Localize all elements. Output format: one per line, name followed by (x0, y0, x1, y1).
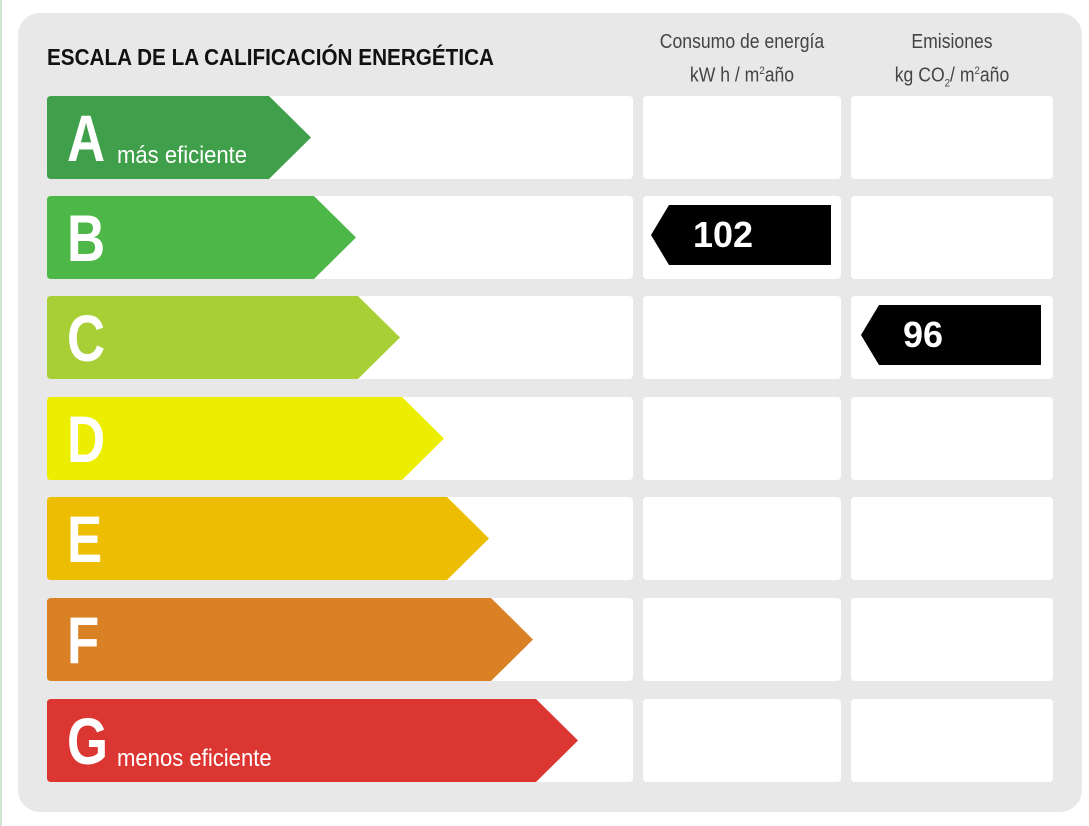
rating-letter: E (67, 502, 103, 576)
rating-letter: A (67, 101, 106, 175)
left-border (0, 0, 2, 826)
emisiones-value-marker: 96 (861, 305, 1041, 365)
consumo-cell-e (643, 497, 841, 580)
rating-letter: D (67, 402, 106, 476)
emisiones-cell-b (851, 196, 1053, 279)
emisiones-cell-d (851, 397, 1053, 480)
rating-letter: G (67, 704, 109, 778)
emisiones-cell-a (851, 96, 1053, 179)
arrow-shape (47, 96, 311, 179)
emisiones-cell-e (851, 497, 1053, 580)
consumo-value-marker: 102 (651, 205, 831, 265)
emisiones-title: Emisiones (911, 31, 993, 53)
consumo-header: Consumo de energía kW h / m2año (655, 28, 829, 91)
rating-letter: C (67, 301, 106, 375)
consumo-unit: kW h / m2año (689, 64, 795, 87)
consumo-title: Consumo de energía (659, 31, 825, 53)
rating-arrow-b: B (47, 196, 356, 279)
rating-arrow-e: E (47, 497, 489, 580)
arrow-shape (47, 699, 578, 782)
arrow-shape (47, 497, 489, 580)
consumo-value: 102 (693, 214, 754, 255)
arrow-shape (47, 598, 533, 681)
rating-letter: B (67, 201, 106, 275)
emisiones-header: Emisiones kg CO2/ m2año (863, 28, 1041, 99)
rating-arrow-d: D (47, 397, 444, 480)
consumo-cell-d (643, 397, 841, 480)
emisiones-unit: kg CO2/ m2año (894, 64, 1010, 90)
consumo-cell-f (643, 598, 841, 681)
rating-arrow-c: C (47, 296, 400, 379)
label-title: ESCALA DE LA CALIFICACIÓN ENERGÉTICA (47, 44, 494, 70)
arrow-shape (47, 397, 444, 480)
rating-arrow-f: F (47, 598, 533, 681)
arrow-shape (47, 196, 356, 279)
consumo-cell-c (643, 296, 841, 379)
arrow-shape (47, 296, 400, 379)
emisiones-cell-f (851, 598, 1053, 681)
rating-letter: F (67, 603, 100, 677)
rating-sublabel: más eficiente (117, 142, 248, 169)
consumo-cell-a (643, 96, 841, 179)
consumo-cell-g (643, 699, 841, 782)
emisiones-value: 96 (903, 314, 944, 355)
emisiones-cell-g (851, 699, 1053, 782)
rating-sublabel: menos eficiente (117, 745, 272, 772)
